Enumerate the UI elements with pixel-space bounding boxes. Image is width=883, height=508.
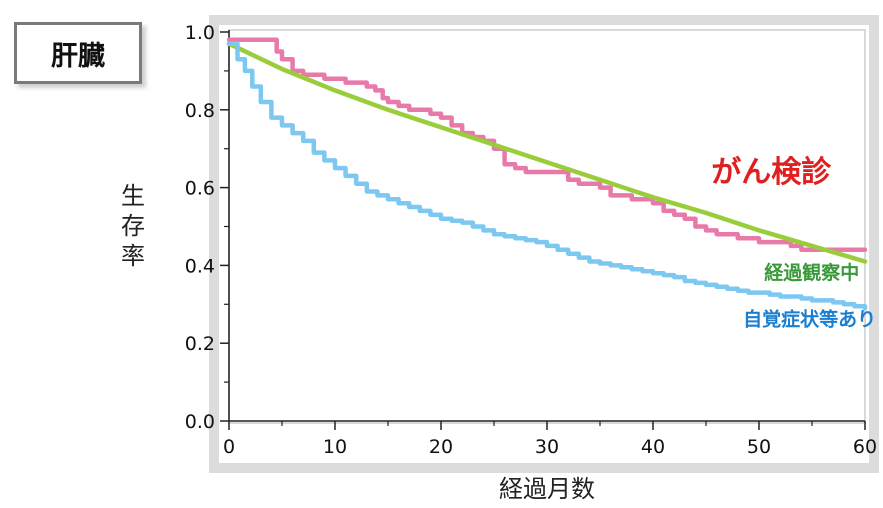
y-tick-label: 0.0 (185, 411, 215, 433)
organ-label: 肝臓 (14, 22, 142, 84)
axes: 0.0 0.2 0.4 0.6 0.8 1.0 0 10 20 30 40 50 60 (185, 22, 877, 458)
y-tick-label: 0.2 (185, 333, 215, 355)
series-line-0 (226, 37, 868, 253)
series-label-2: 自覚症状等あり (743, 308, 876, 331)
series-label-0: がん検診 (711, 155, 832, 190)
y-axis-label: 生存率 (121, 182, 145, 270)
series-line-2 (226, 41, 868, 311)
x-tick-label: 0 (223, 436, 235, 458)
plot-frame-shadow (209, 15, 879, 473)
y-tick-label: 1.0 (185, 22, 215, 44)
series-line-1 (226, 41, 868, 264)
y-tick-label: 0.8 (185, 100, 215, 122)
x-tick-label: 50 (747, 436, 771, 458)
x-tick-label: 30 (535, 436, 559, 458)
x-tick-label: 10 (323, 436, 347, 458)
x-tick-label: 40 (641, 436, 665, 458)
series-layer (226, 37, 868, 311)
series-label-1: 経過観察中 (764, 261, 859, 284)
y-tick-label: 0.4 (185, 255, 215, 277)
x-tick-label: 60 (853, 436, 877, 458)
plot-frame (228, 29, 866, 424)
y-tick-label: 0.6 (185, 178, 215, 200)
x-axis-label: 経過月数 (499, 475, 595, 503)
x-tick-label: 20 (429, 436, 453, 458)
